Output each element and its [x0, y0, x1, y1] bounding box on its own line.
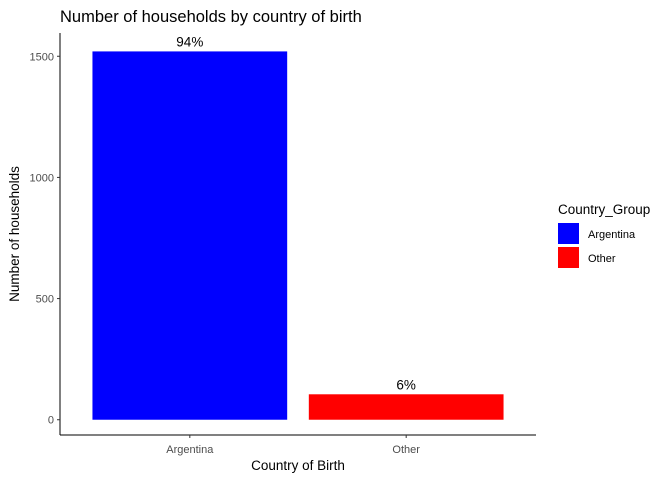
legend: Country_Group Argentina Other: [558, 202, 650, 268]
chart-title: Number of households by country of birth: [60, 8, 362, 26]
x-tick-label: Other: [392, 444, 420, 456]
y-tick-label: 1500: [30, 51, 54, 63]
legend-label: Argentina: [588, 229, 636, 241]
y-axis-title: Number of households: [7, 166, 22, 302]
bar-argentina: [92, 51, 288, 420]
data-label: 94%: [176, 34, 203, 49]
y-tick-label: 0: [48, 415, 54, 427]
bar-other: [308, 394, 504, 420]
legend-swatch-other: [558, 247, 579, 268]
bars: 94% 6%: [92, 34, 504, 420]
y-axis-ticks: 0 500 1000 1500: [30, 51, 60, 427]
y-tick-label: 500: [36, 294, 54, 306]
data-label: 6%: [396, 377, 416, 392]
x-axis-title: Country of Birth: [251, 458, 345, 473]
y-tick-label: 1000: [30, 172, 54, 184]
legend-items: Argentina Other: [558, 223, 636, 268]
legend-title: Country_Group: [558, 202, 650, 217]
legend-swatch-argentina: [558, 223, 579, 244]
x-tick-label: Argentina: [166, 444, 214, 456]
x-axis-ticks: Argentina Other: [166, 435, 420, 456]
plot-area: 0 500 1000 1500 94% 6% Argentina Other: [30, 33, 536, 456]
legend-label: Other: [588, 253, 616, 265]
